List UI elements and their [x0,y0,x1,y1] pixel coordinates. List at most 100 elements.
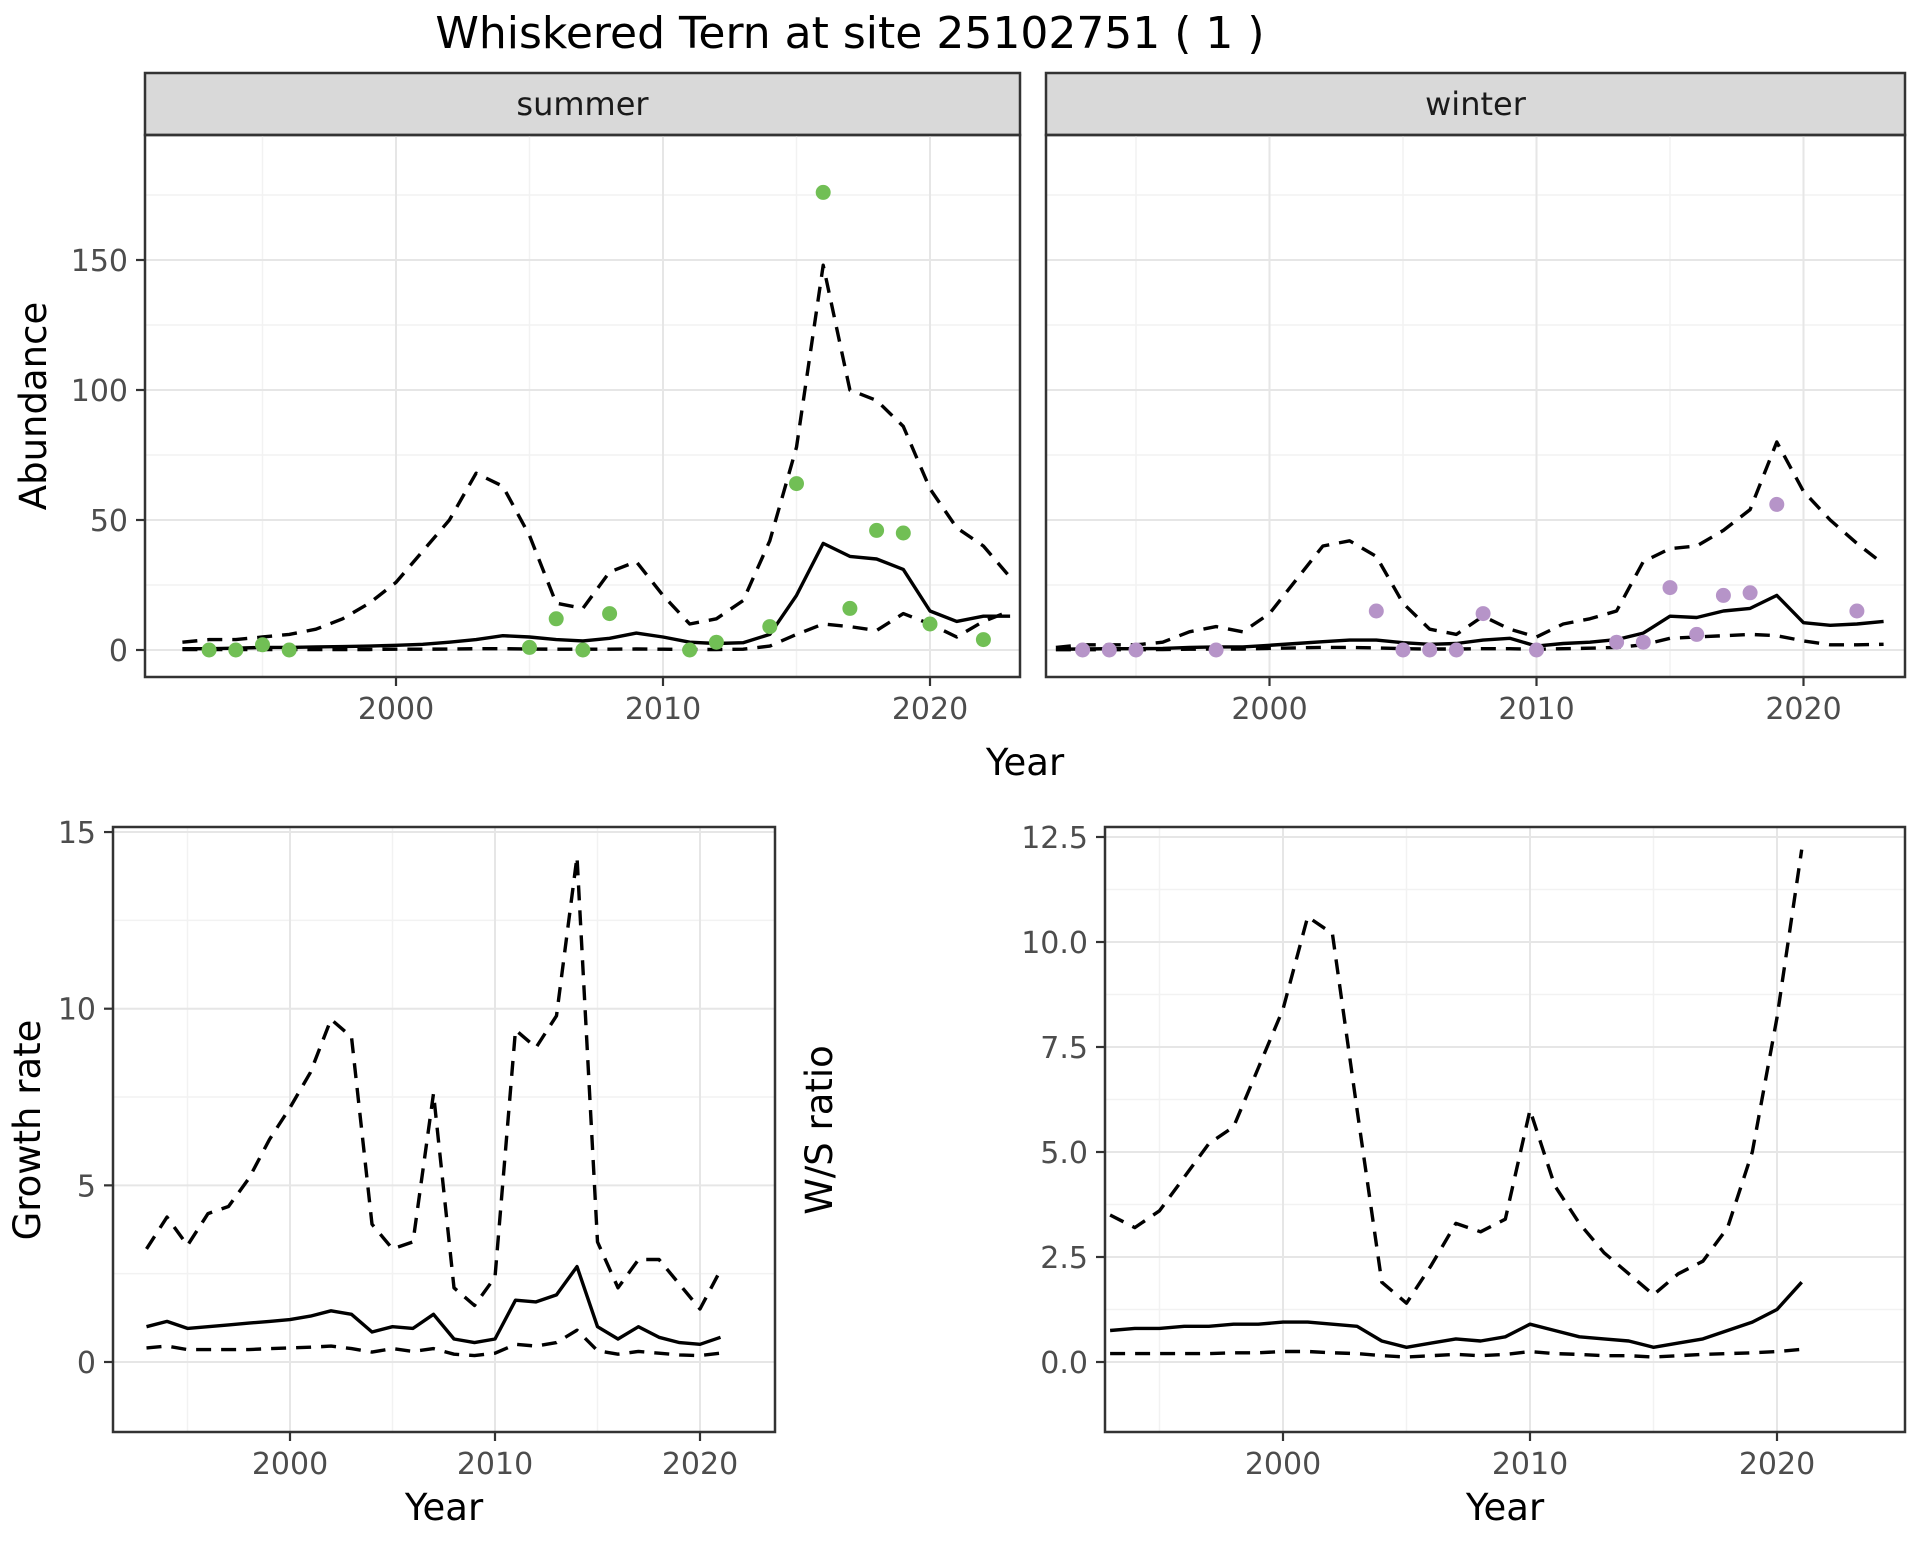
data-point [869,522,885,538]
bottom-left-year-axis-title: Year [404,1486,484,1529]
abundance_winter-border [1044,133,1907,679]
abundance_winter-upper_95ci-line [1055,440,1885,650]
y-tick-label: 0 [109,634,128,669]
x-tick-label: 2010 [1498,692,1574,727]
data-point [1368,603,1384,619]
data-point [1689,626,1705,642]
growth_rate-lower_95ci-line [146,1328,721,1358]
data-point [1208,642,1224,658]
data-point [708,634,724,650]
abundance_winter-grid [1046,135,1905,677]
y-tick-label: 7.5 [1040,1031,1088,1066]
abundance_winter-observed_counts-points [1075,496,1865,658]
y-tick-label: 150 [71,244,128,279]
ws_ratio-upper_95ci-line [1109,849,1804,1305]
x-tick-label: 2010 [457,1447,533,1482]
y-tick-label: 50 [90,504,128,539]
y-tick-label: 0 [77,1346,96,1381]
y-tick-label: 10.0 [1021,926,1088,961]
y-tick-label: 5.0 [1040,1136,1088,1171]
x-tick-label: 2000 [358,692,434,727]
data-point [281,642,297,658]
data-point [922,616,938,632]
ws_ratio-border [1103,825,1907,1434]
data-point [1475,606,1491,622]
data-point [1529,642,1544,658]
growth_rate-grid [113,827,775,1432]
data-point [1715,587,1731,603]
data-point [228,642,244,658]
y-tick-label: 0.0 [1040,1346,1088,1381]
y-tick-label: 2.5 [1040,1241,1088,1276]
facet-strip-summer-label: summer [516,85,649,123]
data-point [789,476,804,492]
growth_rate-axes: 2000 2010 2020 0 5 10 15 [58,816,738,1482]
ws_ratio-lower_95ci-line [1110,1347,1802,1359]
data-point [815,184,831,200]
abundance_summer-axes: 2000 2010 2020 0 50 100 150 [71,244,968,727]
growth_rate-upper_95ci-line [145,855,723,1311]
data-point [1395,642,1411,658]
abundance_summer-grid [145,135,1020,677]
data-point [1635,634,1651,650]
growth_rate-mean-line [146,1264,722,1347]
growth_rate-border [111,825,777,1434]
abundance_summer-upper_95ci-line [182,263,1012,644]
data-point [1609,634,1625,650]
facet-strip-summer [143,71,1022,137]
x-tick-label: 2010 [1492,1447,1568,1482]
ws_ratio-panel: 2000 2010 2020 0.0 2.5 5.0 7.5 10.0 12.5 [1021,821,1907,1482]
data-point [1769,496,1785,512]
data-point [1422,642,1438,658]
data-point [1075,642,1091,658]
data-point [1662,580,1678,596]
x-tick-label: 2020 [662,1447,738,1482]
data-point [842,600,858,616]
abundance_winter-mean-line [1055,593,1884,651]
data-point [682,642,698,658]
data-point [762,619,778,635]
abundance-axis-title: Abundance [12,302,55,510]
top-year-axis-title: Year [985,741,1065,784]
y-tick-label: 12.5 [1021,821,1088,856]
facet-strip-winter [1044,71,1907,137]
data-point [1128,642,1144,658]
x-tick-label: 2020 [1739,1447,1815,1482]
data-point [1448,642,1464,658]
y-tick-label: 10 [58,993,96,1028]
abundance_summer-observed_counts-points [201,184,991,658]
x-tick-label: 2010 [625,692,701,727]
abundance_winter-lower_95ci-line [1055,632,1884,652]
y-tick-label: 5 [77,1169,96,1204]
data-point [1742,585,1758,601]
y-tick-label: 15 [58,816,96,851]
figure-title: Whiskered Tern at site 25102751 ( 1 ) [435,8,1264,59]
ws_ratio-mean-line [1109,1281,1803,1350]
abundance_winter-axes: 2000 2010 2020 [1231,677,1842,727]
x-tick-label: 2020 [1765,692,1841,727]
abundance_summer-lower_95ci-line [182,609,1011,652]
facet-strip-winter-label: winter [1425,85,1527,123]
ws_ratio-grid [1105,827,1905,1432]
growth-rate-axis-title: Growth rate [6,1020,49,1241]
x-tick-label: 2000 [1231,692,1307,727]
x-tick-label: 2000 [1245,1447,1321,1482]
abundance_summer-border [143,133,1022,679]
abundance_summer-mean-line [182,541,1011,651]
data-point [575,642,591,658]
data-point [522,639,537,655]
abundance_winter-panel: 2000 2010 2020 [1044,133,1907,727]
bottom-right-year-axis-title: Year [1465,1486,1545,1529]
x-tick-label: 2020 [892,692,968,727]
data-point [1849,603,1865,619]
data-point [255,637,270,653]
data-point [1101,642,1117,658]
data-point [602,606,618,622]
data-point [201,642,217,658]
growth_rate-panel: 2000 2010 2020 0 5 10 15 [58,816,777,1482]
data-point [895,525,911,541]
abundance_summer-panel: 2000 2010 2020 0 50 100 150 [71,133,1022,727]
